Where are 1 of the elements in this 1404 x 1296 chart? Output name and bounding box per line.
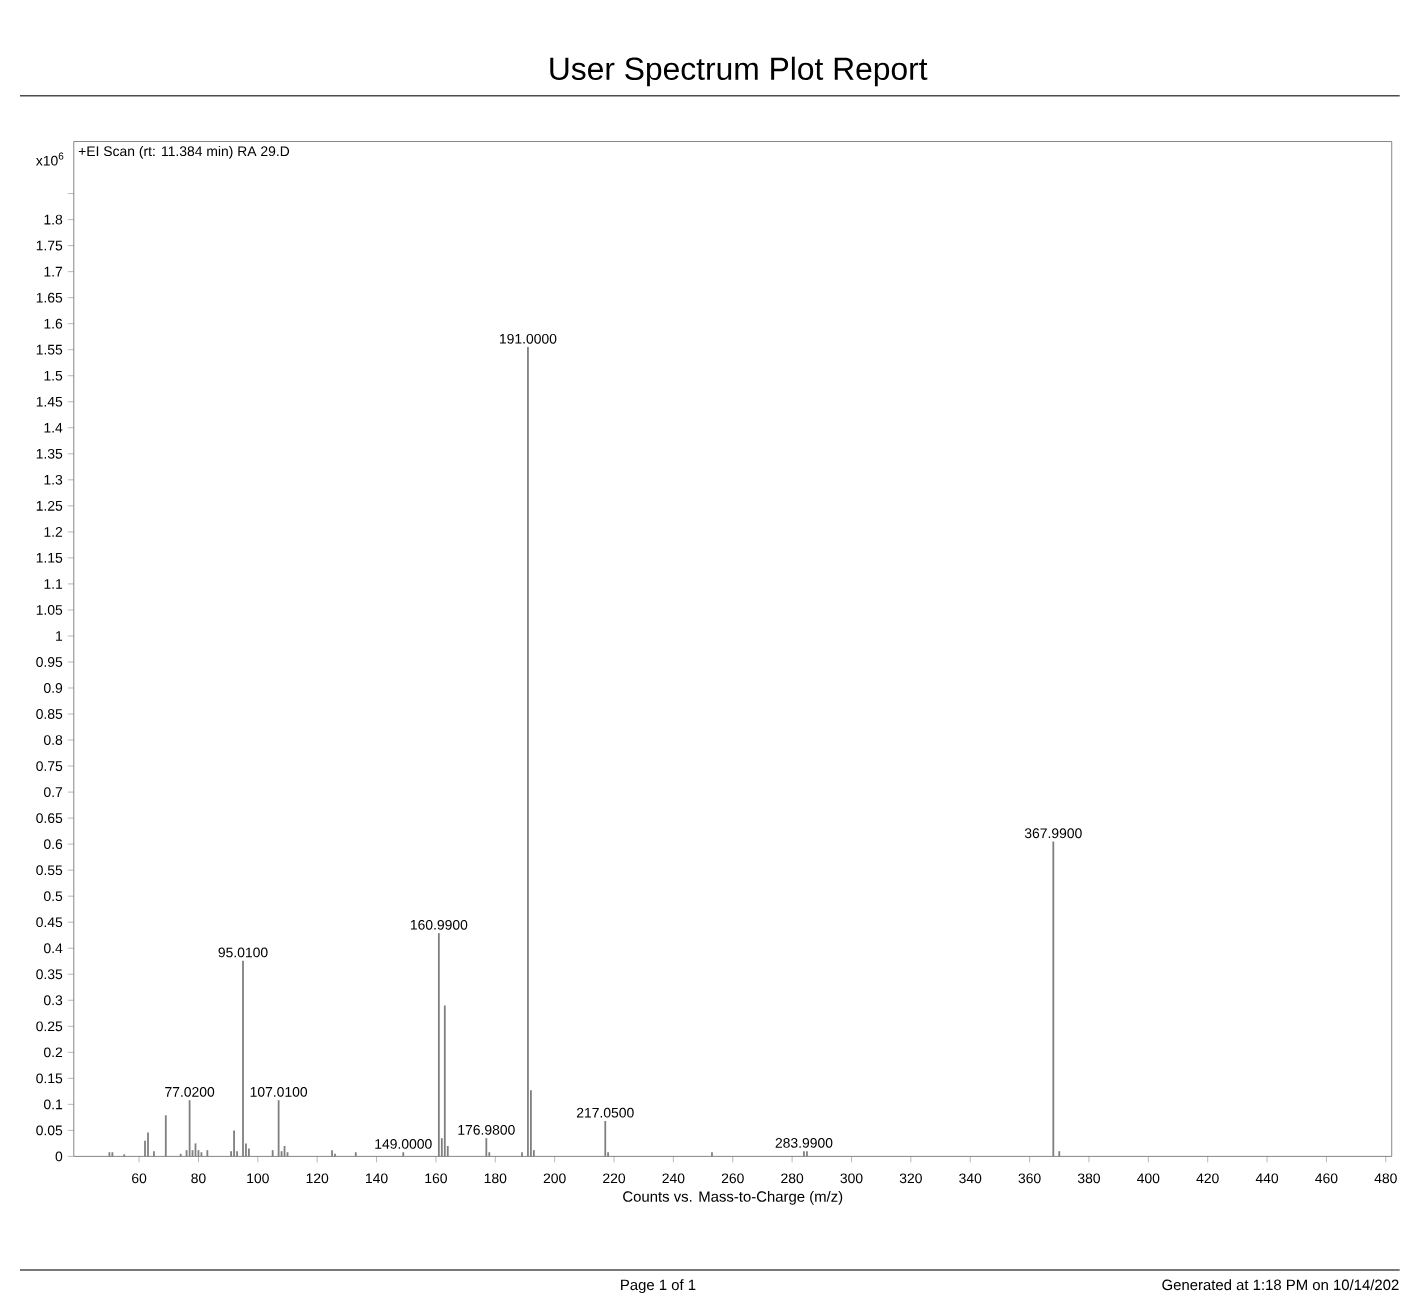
chart-title: User Spectrum Plot Report: [550, 56, 928, 87]
